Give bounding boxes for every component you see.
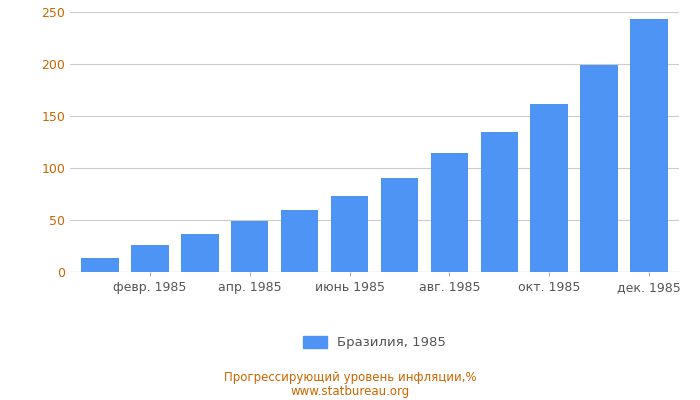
Bar [81, 258, 119, 272]
Bar [331, 196, 368, 272]
Bar [131, 245, 169, 272]
Text: www.statbureau.org: www.statbureau.org [290, 385, 410, 398]
Bar [281, 210, 318, 272]
Bar [481, 132, 518, 272]
Bar [181, 234, 218, 272]
Legend: Бразилия, 1985: Бразилия, 1985 [298, 330, 452, 354]
Bar [430, 154, 468, 272]
Bar [531, 104, 568, 272]
Bar [580, 65, 618, 272]
Bar [381, 178, 418, 272]
Bar [630, 19, 668, 272]
Text: Прогрессирующий уровень инфляции,%: Прогрессирующий уровень инфляции,% [224, 372, 476, 384]
Bar [231, 221, 268, 272]
